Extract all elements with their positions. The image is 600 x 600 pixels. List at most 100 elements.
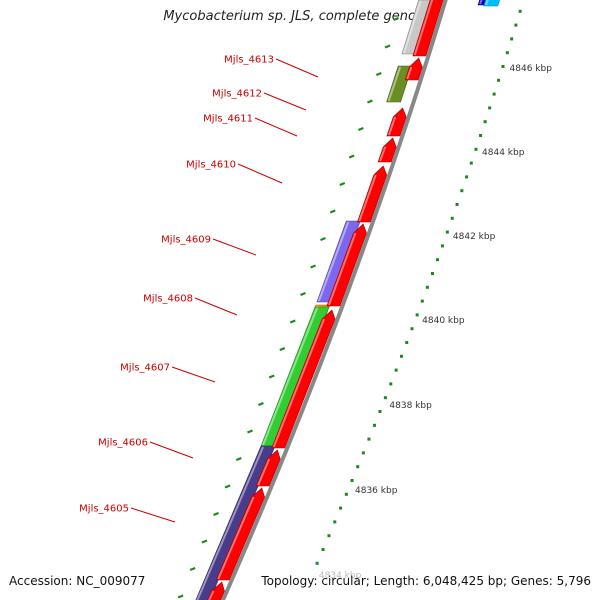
label-tick-dash	[247, 429, 253, 434]
tick-mark	[497, 78, 501, 82]
forward-gene-arrow-10-highlight	[208, 590, 215, 600]
tick-mark	[469, 161, 473, 165]
gene-block-mjls-4606-4605[interactable]	[192, 445, 276, 600]
tick-mark	[361, 451, 365, 455]
kbp-labels: 4846 kbp 4844 kbp 4842 kbp 4840 kbp 4838 kbp…	[319, 64, 552, 581]
kbp-label: 4836 kbp	[355, 486, 398, 496]
tick-mark	[479, 134, 483, 137]
gene-label-mjls-4610[interactable]: Mjls_4610	[186, 160, 236, 171]
gene-block-blue-highlight	[479, 0, 483, 5]
tick-track	[177, 9, 522, 599]
label-tick-dash	[367, 99, 373, 104]
label-tick-dash	[357, 126, 364, 132]
kbp-label: 4840 kbp	[422, 316, 465, 326]
label-tick-dash	[177, 594, 184, 599]
tick-mark	[389, 382, 393, 386]
gene-block-light-blue-highlight	[484, 0, 489, 6]
forward-gene-arrow-9-highlight	[217, 496, 255, 580]
tick-mark	[514, 23, 518, 27]
tick-mark	[450, 216, 454, 220]
tick-mark	[410, 327, 414, 331]
gene-label-mjls-4605[interactable]: Mjls_4605	[79, 504, 129, 515]
tick-mark	[420, 299, 424, 303]
tick-mark	[378, 410, 382, 413]
label-tick-dash	[375, 71, 382, 77]
forward-strand-track	[207, 0, 444, 600]
label-tick-dash	[258, 401, 264, 407]
tick-mark	[445, 230, 449, 234]
tick-mark	[460, 189, 464, 193]
genome-backbone-line	[220, 0, 448, 600]
gene-label-mjls-4612[interactable]: Mjls_4612	[212, 89, 262, 100]
tick-mark	[394, 368, 398, 372]
gene-block-mjls-4612[interactable]	[386, 65, 413, 103]
gene-label-mjls-4607[interactable]: Mjls_4607	[120, 363, 170, 374]
label-tick-dash	[384, 44, 391, 49]
tick-mark	[483, 120, 487, 124]
map-title: Mycobacterium sp. JLS, complete genome	[163, 9, 437, 24]
forward-gene-arrow-5-highlight	[358, 174, 377, 222]
label-tick-dash	[339, 181, 346, 187]
tick-mark	[488, 106, 492, 110]
tick-mark	[333, 520, 337, 524]
tick-mark	[440, 244, 444, 248]
label-tick-dash	[329, 209, 336, 214]
leader-line-mjls-4608	[194, 297, 238, 316]
backbone-track	[220, 0, 448, 600]
tick-mark	[321, 548, 325, 551]
tick-mark	[339, 506, 343, 510]
label-tick-dash	[300, 291, 306, 297]
gene-label-mjls-4611[interactable]: Mjls_4611	[203, 114, 253, 125]
gene-label-mjls-4613[interactable]: Mjls_4613	[224, 55, 274, 66]
tick-mark	[415, 313, 419, 317]
leader-line-mjls-4611	[254, 117, 298, 137]
tick-mark	[327, 534, 331, 538]
forward-gene-arrow-8-highlight	[257, 458, 271, 486]
tick-mark	[518, 9, 522, 13]
forward-gene-arrow-2-highlight	[406, 66, 413, 80]
label-tick-dash	[393, 16, 399, 22]
tick-mark	[435, 258, 439, 262]
tick-mark	[399, 354, 403, 358]
leader-line-mjls-4607	[171, 366, 216, 383]
gene-block-mjls-4609-highlight	[317, 221, 350, 302]
gene-label-mjls-4606[interactable]: Mjls_4606	[98, 438, 148, 449]
gene-label-mjls-4609[interactable]: Mjls_4609	[161, 235, 211, 246]
label-tick-dash	[235, 456, 242, 462]
label-tick-dash	[348, 154, 355, 159]
label-tick-dash	[320, 236, 326, 242]
gene-block-mjls-4614-highlight	[403, 0, 422, 54]
gene-block-mjls-4606-4605-highlight	[196, 446, 264, 600]
tick-mark	[492, 92, 496, 96]
tick-mark	[425, 285, 429, 289]
label-tick-dash	[224, 484, 231, 489]
reverse-strand-track	[192, 0, 500, 600]
label-tick-dash	[279, 346, 286, 352]
forward-gene-arrow-1[interactable]	[412, 0, 444, 57]
label-tick-dash	[189, 566, 196, 572]
kbp-label: 4842 kbp	[453, 232, 496, 242]
kbp-label: 4838 kbp	[389, 401, 432, 411]
label-tick-dash	[201, 539, 208, 544]
kbp-label: 4834 kbp	[319, 571, 362, 581]
gene-labels: Mjls_4613 Mjls_4612 Mjls_4611 Mjls_4610 Mjls…	[79, 55, 274, 515]
topology-info-text: Topology: circular; Length: 6,048,425 bp…	[261, 574, 591, 588]
tick-mark	[455, 203, 459, 206]
tick-mark	[474, 147, 478, 151]
gene-label-mjls-4608[interactable]: Mjls_4608	[143, 294, 193, 305]
kbp-label: 4844 kbp	[482, 148, 525, 158]
leader-line-mjls-4606	[149, 441, 194, 459]
leader-line-mjls-4612	[263, 92, 307, 111]
gene-block-mjls-4612-highlight	[387, 66, 402, 102]
forward-gene-arrow-6-highlight	[327, 232, 357, 306]
forward-gene-arrow-3-highlight	[387, 116, 397, 136]
tick-mark	[344, 492, 348, 496]
forward-gene-arrow-7-highlight	[272, 318, 325, 448]
tick-mark	[430, 272, 434, 275]
forward-gene-arrow-4-highlight	[379, 146, 387, 162]
tick-mark	[510, 37, 514, 41]
tick-mark	[315, 561, 319, 565]
label-tick-dash	[268, 374, 275, 379]
